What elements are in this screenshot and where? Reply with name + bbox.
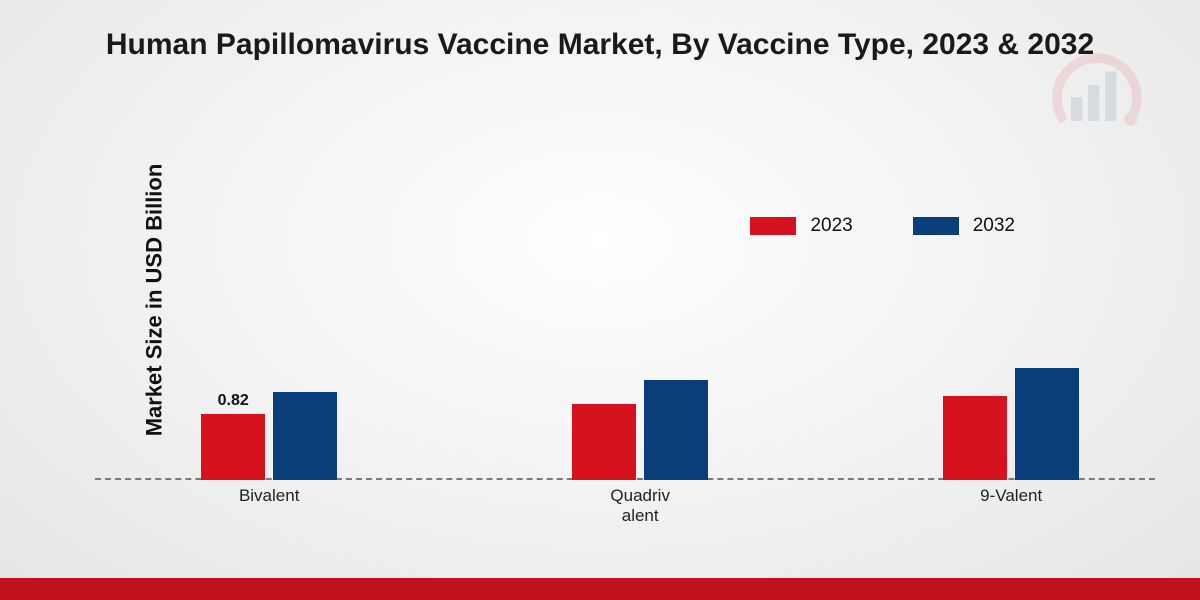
bars-container: 0.82 (169, 200, 369, 480)
legend-swatch-2023 (750, 217, 796, 235)
bar-2032-9valent (1015, 368, 1079, 480)
legend-label-2023: 2023 (810, 215, 852, 237)
bars-container (911, 200, 1111, 480)
bar-2023-bivalent: 0.82 (201, 414, 265, 480)
chart-title: Human Papillomavirus Vaccine Market, By … (0, 28, 1200, 62)
category-label-quadrivalent: Quadriv alent (540, 486, 740, 525)
watermark-bars-icon (1071, 72, 1117, 121)
bar-2032-bivalent (273, 392, 337, 480)
legend-item-2023: 2023 (750, 215, 852, 237)
chart-canvas: Human Papillomavirus Vaccine Market, By … (0, 0, 1200, 600)
bars-container (540, 200, 740, 480)
plot-area: 2023 2032 0.82 Bivalent Quadriv alent (95, 155, 1155, 520)
category-label-9valent: 9-Valent (911, 486, 1111, 506)
bar-value-label: 0.82 (218, 392, 249, 410)
bar-2023-quadrivalent (572, 404, 636, 480)
watermark-logo (1050, 45, 1145, 140)
category-label-bivalent: Bivalent (169, 486, 369, 506)
footer-accent-bar (0, 578, 1200, 600)
bar-2032-quadrivalent (644, 380, 708, 480)
bar-2023-9valent (943, 396, 1007, 480)
